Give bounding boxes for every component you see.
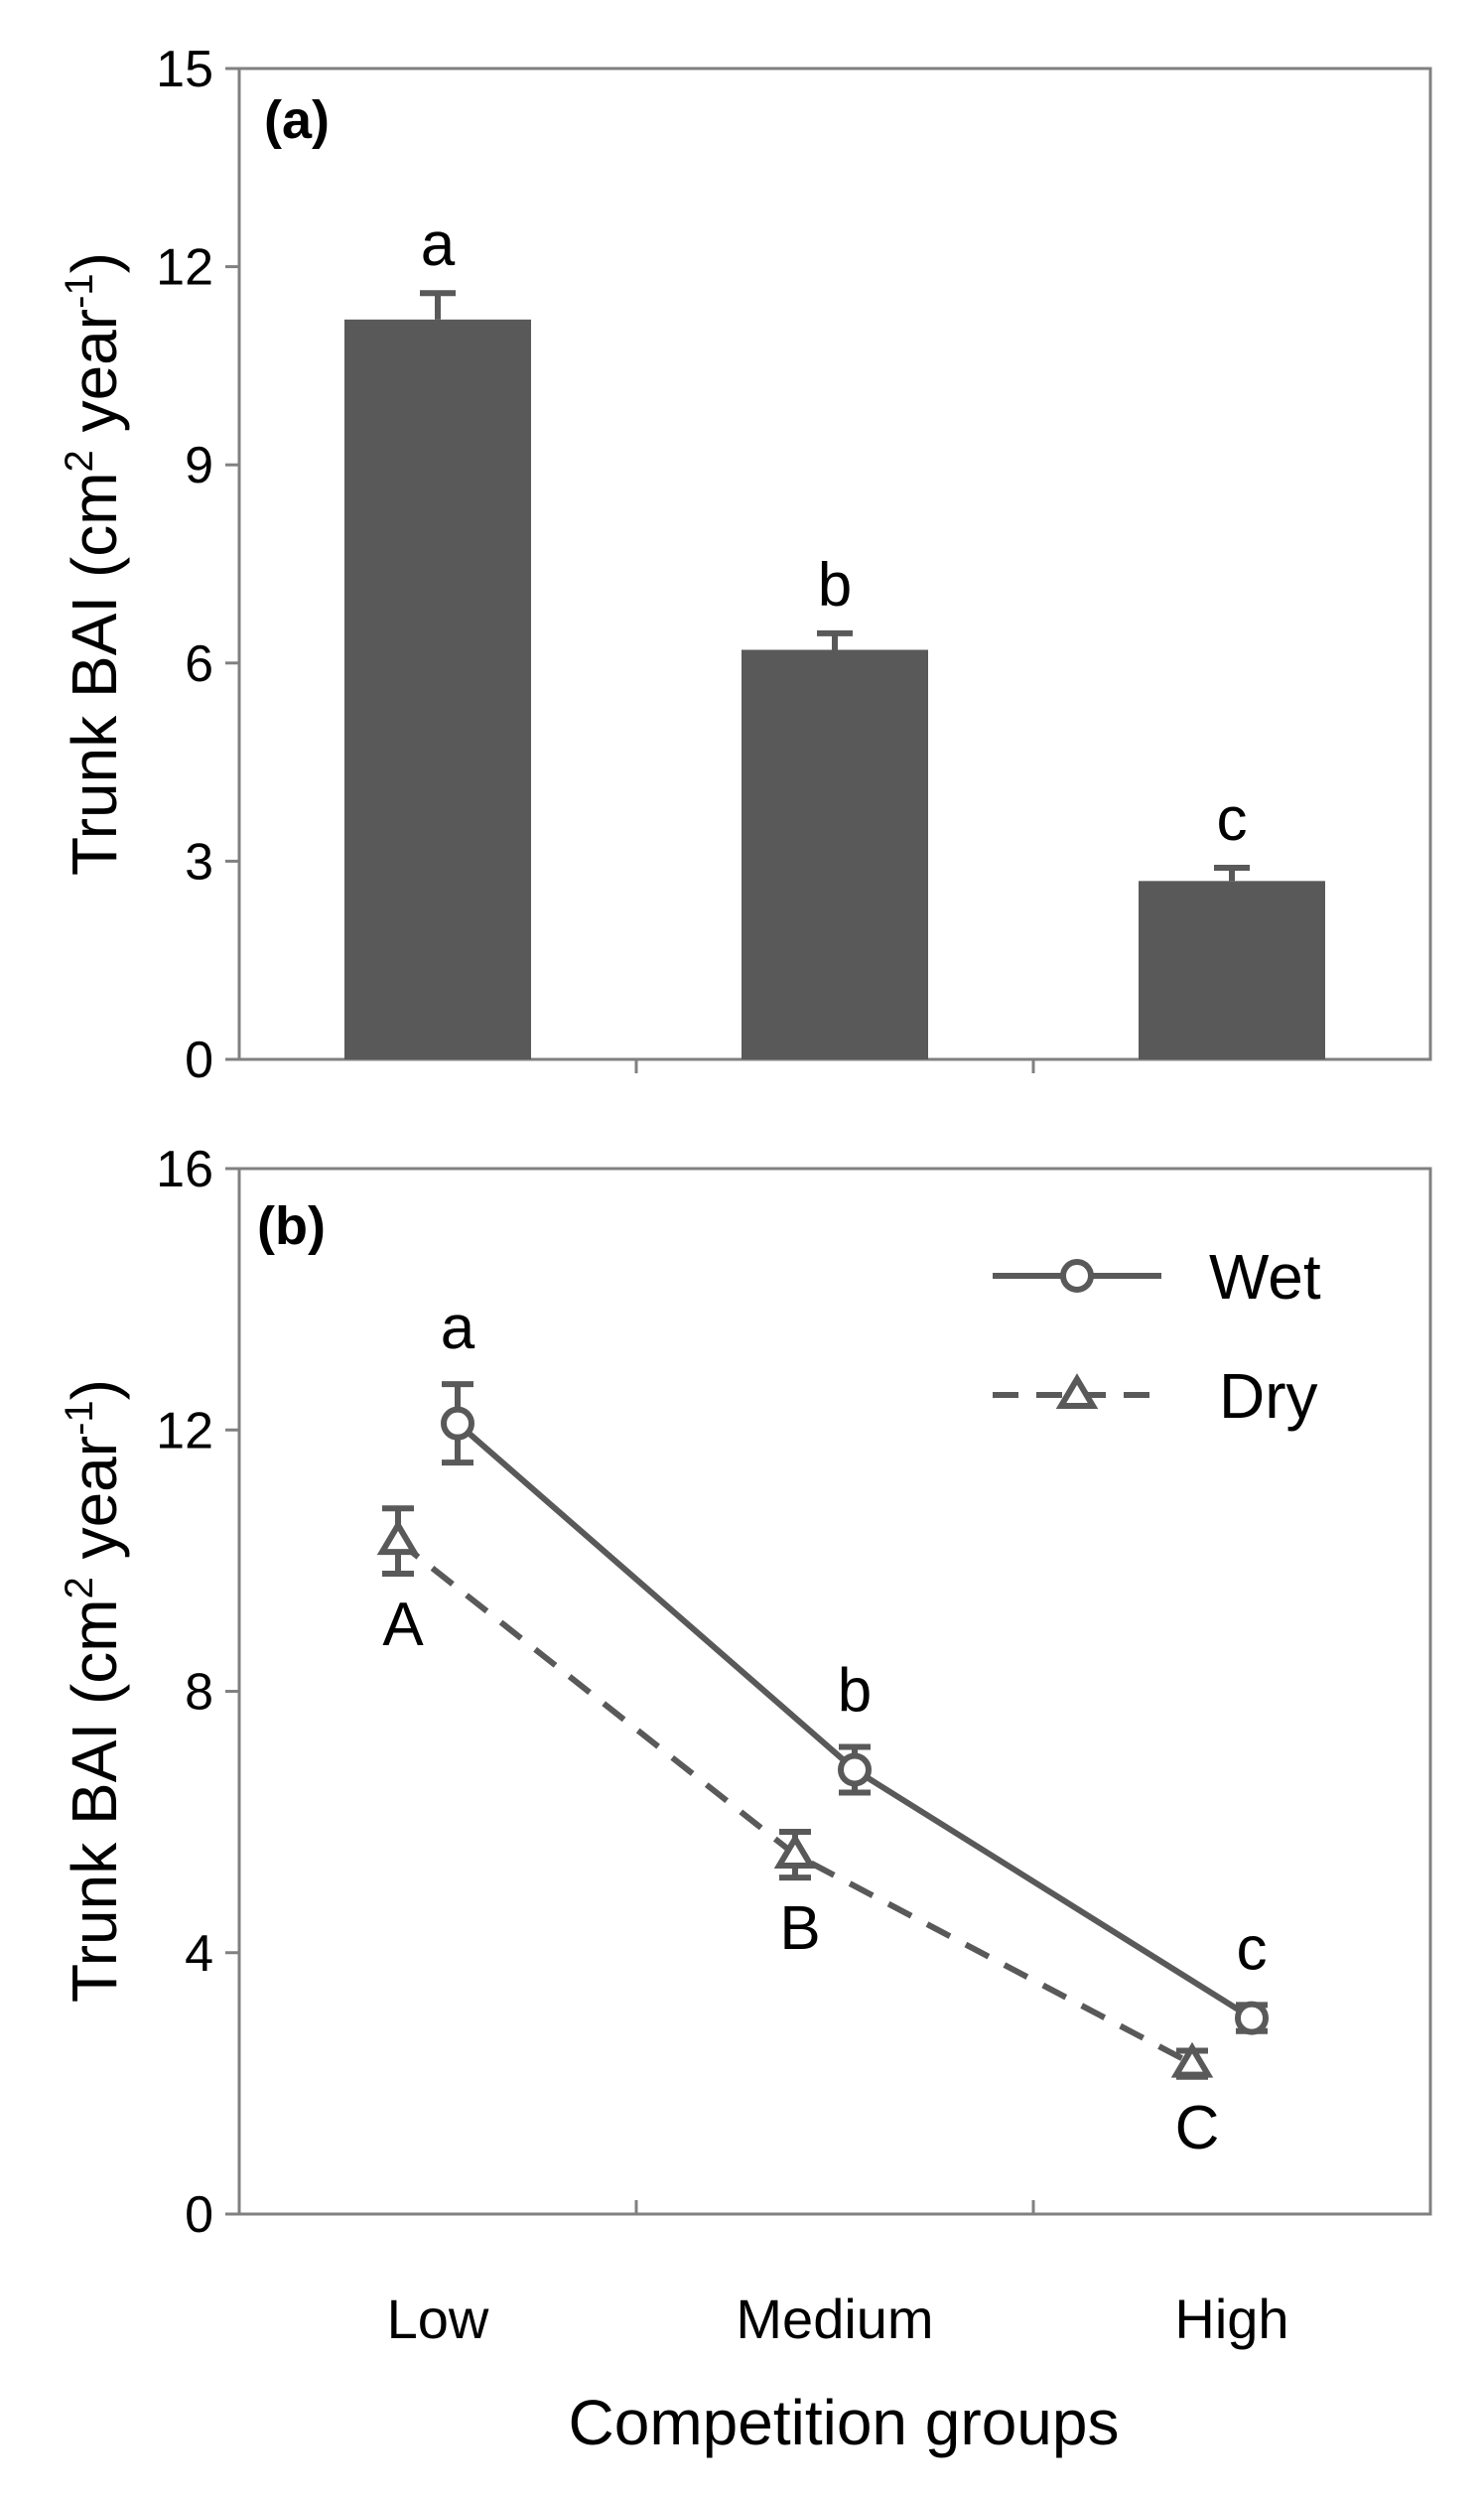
- panel-b-y-tick-label: 16: [156, 1141, 213, 1198]
- panel-a-bar-high: [1139, 881, 1325, 1059]
- panel-b-letter-dry: C: [1175, 2094, 1220, 2162]
- legend-wet-marker: [1060, 1259, 1094, 1293]
- panel-a-significance-letters: a b c: [421, 210, 1248, 854]
- panel-a-letter: c: [1217, 785, 1248, 854]
- panel-b-line-chart: 0 4 8 12 16 a b c A B C Low Medium High (b) Trunk B…: [58, 1141, 1432, 2458]
- panel-b-y-tick-label: 0: [185, 2186, 213, 2244]
- panel-b-letter-dry: B: [779, 1894, 820, 1963]
- x-category-label: Low: [387, 2288, 489, 2350]
- panel-a-y-tick-label: 12: [156, 239, 213, 297]
- panel-a-letter: a: [421, 210, 456, 279]
- panel-b-letter-wet: c: [1237, 1914, 1268, 1983]
- panel-a-x-ticks: [634, 1059, 1035, 1073]
- legend-entry-dry: Dry: [993, 1360, 1318, 1432]
- panel-a-bar-medium: [742, 649, 928, 1059]
- panel-b-letter-dry: A: [382, 1591, 424, 1659]
- legend: Wet Dry: [993, 1241, 1321, 1432]
- panel-b-marker-wet: [838, 1752, 872, 1787]
- panel-b-marker-wet: [1235, 2001, 1269, 2035]
- panel-b-series-lines: [396, 1421, 1254, 2067]
- panel-b-x-ticks: [634, 2200, 1035, 2214]
- panel-a-letter: b: [818, 551, 852, 620]
- panel-a-y-ticks: 0 3 6 9 12 15: [156, 41, 239, 1089]
- panel-a-y-tick-label: 6: [185, 635, 213, 693]
- panel-a-bar-low: [344, 319, 531, 1059]
- panel-b-marker-wet: [441, 1406, 474, 1441]
- panel-b-marker-dry: [376, 1519, 420, 1556]
- panel-b-markers: [376, 1406, 1269, 2078]
- panel-a-bars: [344, 319, 1325, 1059]
- panel-a-label: (a): [264, 90, 330, 150]
- panel-a-y-tick-label: 3: [185, 833, 213, 891]
- panel-b-marker-dry: [773, 1833, 817, 1870]
- x-category-label: Medium: [736, 2288, 933, 2350]
- panel-a-y-axis-title: Trunk BAI (cm2 year-1): [58, 252, 130, 876]
- panel-a-error-bars: [420, 290, 1250, 882]
- x-axis-title: Competition groups: [569, 2387, 1120, 2458]
- x-category-label: High: [1174, 2288, 1288, 2350]
- legend-entry-wet: Wet: [993, 1241, 1321, 1313]
- panel-b-letter-wet: b: [838, 1656, 872, 1725]
- panel-b-error-bars: [382, 1381, 1268, 2080]
- panel-a-y-tick-label: 15: [156, 41, 213, 98]
- panel-b-marker-dry: [1170, 2041, 1214, 2078]
- panel-b-category-labels: Low Medium High: [387, 2288, 1289, 2350]
- panel-b-significance-letters: a b c A B C: [382, 1294, 1267, 2162]
- panel-b-line-dry: [396, 1538, 1194, 2067]
- panel-a-y-tick-label: 0: [185, 1032, 213, 1089]
- panel-b-letter-wet: a: [441, 1294, 475, 1362]
- legend-dry-label: Dry: [1219, 1360, 1318, 1432]
- panel-b-y-tick-label: 12: [156, 1402, 213, 1459]
- panel-b-y-ticks: 0 4 8 12 16: [156, 1141, 239, 2244]
- legend-wet-label: Wet: [1209, 1241, 1321, 1313]
- panel-b-y-axis-title: Trunk BAI (cm2 year-1): [58, 1379, 130, 2003]
- panel-a-y-tick-label: 9: [185, 437, 213, 494]
- panel-b-y-tick-label: 8: [185, 1664, 213, 1722]
- legend-dry-marker: [1055, 1373, 1099, 1409]
- panel-b-plot-frame: [237, 1167, 1432, 2216]
- panel-a-bar-chart: 0 3 6 9 12 15 a b c (a) Trunk BAI (cm2 year-1): [58, 41, 1432, 1089]
- panel-b-label: (b): [257, 1196, 326, 1256]
- panel-b-y-tick-label: 4: [185, 1925, 213, 1983]
